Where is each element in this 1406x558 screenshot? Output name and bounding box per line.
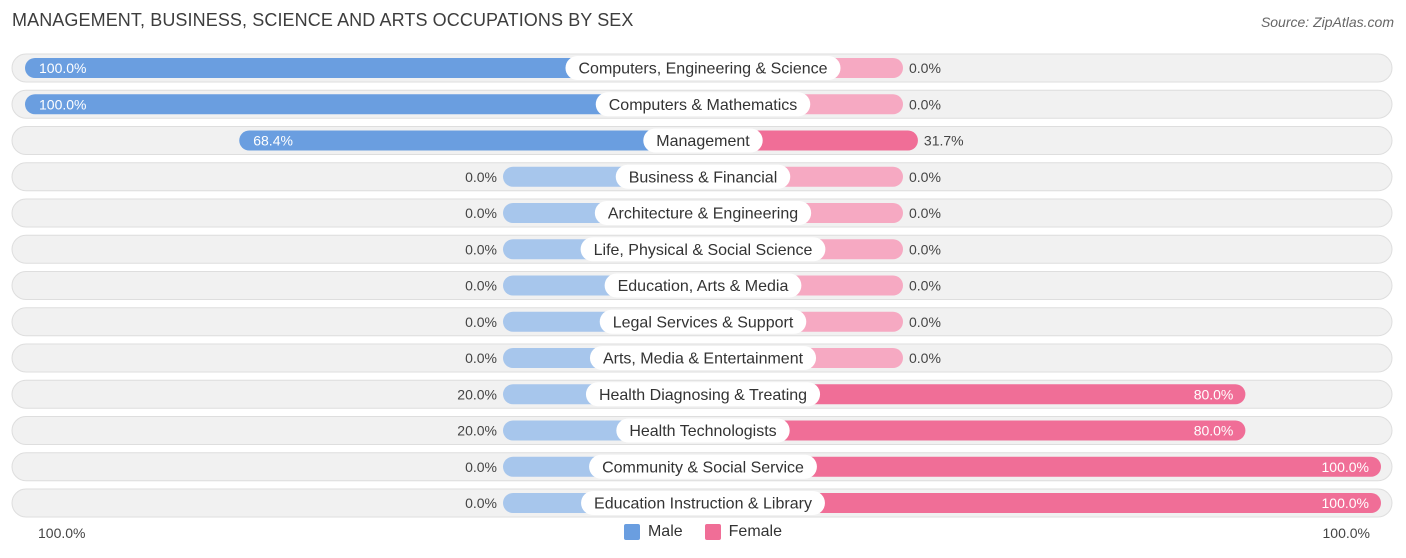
category-label-pill <box>581 491 825 515</box>
female-value-label: 0.0% <box>909 96 941 112</box>
source-credit: Source: ZipAtlas.com <box>1260 14 1394 30</box>
category-label: Education, Arts & Media <box>618 278 789 295</box>
category-label: Architecture & Engineering <box>608 206 798 223</box>
category-label-pill <box>589 346 817 370</box>
chart-row: 0.0% 0.0% Education, Arts & Media <box>11 271 1393 300</box>
chart-row: 68.4% 31.7% Management <box>11 126 1393 155</box>
female-bar <box>703 384 1246 405</box>
chart-row: 0.0% 0.0% Business & Financial <box>11 162 1393 192</box>
legend-label-male: Male <box>647 523 683 540</box>
female-value-label: 100.0% <box>1322 459 1369 475</box>
male-value-label: 0.0% <box>465 278 497 294</box>
male-value-label: 0.0% <box>465 350 497 366</box>
legend-label-female: Female <box>728 523 783 540</box>
male-value-label: 20.0% <box>457 423 497 439</box>
female-value-label: 0.0% <box>909 60 941 76</box>
male-bar <box>239 130 704 151</box>
male-value-label: 0.0% <box>465 241 497 257</box>
legend-swatch-male <box>623 524 640 540</box>
male-value-label: 0.0% <box>465 169 497 185</box>
category-label-pill <box>595 92 811 117</box>
category-label-pill <box>604 273 802 298</box>
category-label-pill <box>643 128 763 153</box>
chart-row: 20.0% 80.0% Health Diagnosing & Treating <box>11 379 1393 409</box>
category-label: Health Diagnosing & Treating <box>599 387 807 404</box>
female-value-label: 0.0% <box>909 314 941 330</box>
female-bar <box>703 456 1381 477</box>
axis-right-label: 100.0% <box>1322 525 1370 541</box>
legend-item-male: Male <box>623 523 683 541</box>
legend-swatch-female <box>704 524 721 540</box>
category-label: Community & Social Service <box>602 459 804 476</box>
chart-row: 0.0% 0.0% Life, Physical & Social Science <box>11 234 1393 264</box>
category-label-pill <box>565 56 841 80</box>
category-label-pill <box>599 309 807 334</box>
female-value-label: 0.0% <box>909 169 941 185</box>
category-label: Arts, Media & Entertainment <box>603 351 804 368</box>
category-label-pill <box>594 201 812 225</box>
female-bar <box>703 493 1381 513</box>
male-value-label: 0.0% <box>465 314 497 330</box>
female-value-label: 0.0% <box>909 350 941 366</box>
chart-row: 0.0% 0.0% Architecture & Engineering <box>11 198 1393 228</box>
male-value-label: 20.0% <box>457 386 497 402</box>
male-bar <box>25 94 703 115</box>
chart-row: 0.0% 100.0% Community & Social Service <box>11 452 1393 482</box>
male-value-label: 100.0% <box>39 60 86 76</box>
female-value-label: 0.0% <box>909 278 941 294</box>
category-label: Computers, Engineering & Science <box>578 61 827 78</box>
chart-row: 100.0% 0.0% Computers & Mathematics <box>11 89 1393 119</box>
male-value-label: 0.0% <box>465 205 497 221</box>
category-label: Business & Financial <box>629 169 778 186</box>
category-label-pill <box>615 164 791 189</box>
category-label-pill <box>616 418 790 443</box>
category-label: Life, Physical & Social Science <box>594 242 813 259</box>
female-value-label: 100.0% <box>1322 495 1369 511</box>
female-value-label: 0.0% <box>909 205 941 221</box>
female-value-label: 80.0% <box>1194 386 1234 402</box>
axis-left-label: 100.0% <box>38 525 86 541</box>
legend: Male Female <box>0 523 1406 541</box>
category-label: Education Instruction & Library <box>594 496 812 513</box>
female-bar <box>703 420 1246 441</box>
male-value-label: 0.0% <box>465 495 497 511</box>
chart-row: 0.0% 0.0% Arts, Media & Entertainment <box>11 343 1393 373</box>
female-value-label: 31.7% <box>924 133 964 149</box>
chart-row: 100.0% 0.0% Computers, Engineering & Scien… <box>11 53 1393 83</box>
male-value-label: 100.0% <box>39 96 86 112</box>
female-value-label: 0.0% <box>909 241 941 257</box>
category-label: Legal Services & Support <box>613 314 794 331</box>
chart-title: MANAGEMENT, BUSINESS, SCIENCE AND ARTS O… <box>12 10 634 30</box>
category-label-pill <box>589 454 817 479</box>
male-value-label: 68.4% <box>253 133 293 149</box>
chart-row: 0.0% 100.0% Education Instruction & Librar… <box>11 488 1393 518</box>
chart-row: 20.0% 80.0% Health Technologists <box>11 416 1393 445</box>
category-label-pill <box>585 382 821 407</box>
chart-plot: 100.0% 0.0% Computers, Engineering & Scien… <box>11 53 1393 518</box>
category-label: Computers & Mathematics <box>609 97 798 114</box>
legend-item-female: Female <box>704 523 783 541</box>
chart-row: 0.0% 0.0% Legal Services & Support <box>11 307 1393 337</box>
category-label: Health Technologists <box>629 423 776 440</box>
female-value-label: 80.0% <box>1194 423 1234 439</box>
category-label-pill <box>580 237 826 262</box>
male-value-label: 0.0% <box>465 459 497 475</box>
category-label: Management <box>656 133 750 150</box>
male-bar <box>25 58 703 78</box>
